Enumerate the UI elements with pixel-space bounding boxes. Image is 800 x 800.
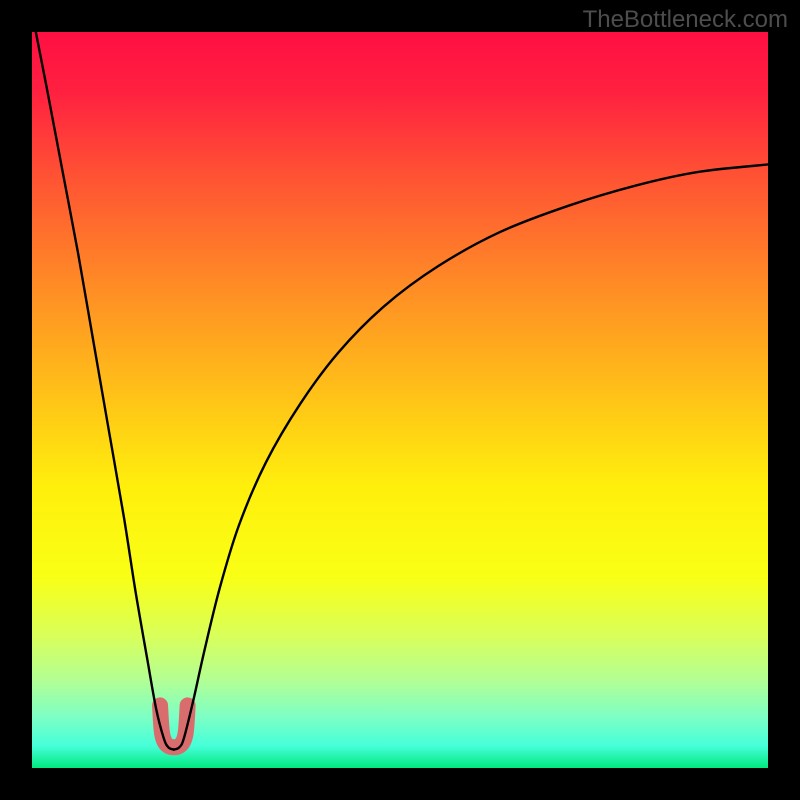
watermark-text: TheBottleneck.com xyxy=(583,6,788,34)
gradient-background xyxy=(32,32,768,768)
chart-frame: TheBottleneck.com xyxy=(0,0,800,800)
plot-area xyxy=(32,32,768,768)
chart-svg xyxy=(32,32,768,768)
